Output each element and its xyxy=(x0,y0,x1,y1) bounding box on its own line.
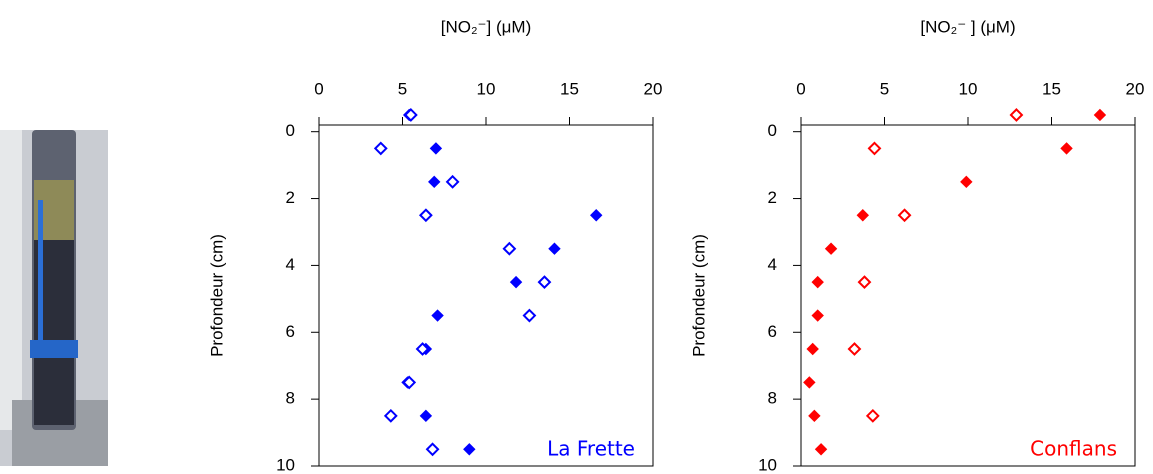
data-point xyxy=(811,309,824,322)
y-tick-label: 4 xyxy=(286,255,295,274)
data-point xyxy=(803,376,816,389)
x-tick-label: 20 xyxy=(644,79,663,98)
y-tick-label: 8 xyxy=(286,389,295,408)
y-tick-label: 0 xyxy=(768,121,777,140)
y-tick-label: 0 xyxy=(286,121,295,140)
plot-frame xyxy=(800,124,1136,467)
y-tick-label: 2 xyxy=(286,188,295,207)
y-axis-label: Profondeur (cm) xyxy=(207,234,226,357)
data-point xyxy=(425,442,440,457)
x-tick-label: 20 xyxy=(1126,79,1145,98)
data-point xyxy=(1093,108,1107,122)
data-point xyxy=(509,275,523,289)
x-tick-label: 5 xyxy=(398,79,407,98)
plot-frame xyxy=(318,124,654,467)
y-tick-label: 8 xyxy=(768,389,777,408)
chart-title: [NO₂⁻] (μM) xyxy=(441,17,532,36)
x-tick-label: 15 xyxy=(1042,79,1061,98)
data-point xyxy=(960,175,973,189)
data-point xyxy=(429,142,443,155)
x-tick-label: 10 xyxy=(959,79,978,98)
annotation: Conflans xyxy=(1030,437,1117,461)
data-point xyxy=(428,175,441,189)
y-tick-label: 4 xyxy=(768,255,777,274)
data-point xyxy=(1009,108,1024,122)
data-point xyxy=(806,342,819,356)
photo-wall xyxy=(0,130,22,430)
data-point xyxy=(814,443,828,456)
data-point xyxy=(847,342,862,356)
data-point xyxy=(867,141,882,156)
data-point xyxy=(403,108,418,122)
y-tick-label: 10 xyxy=(276,455,295,474)
data-point xyxy=(463,443,476,456)
annotation: La Frette xyxy=(547,437,635,461)
y-tick-label: 2 xyxy=(768,188,777,207)
data-point xyxy=(419,409,433,423)
data-point xyxy=(590,209,603,222)
data-point xyxy=(808,409,821,423)
x-tick-label: 10 xyxy=(477,79,496,98)
data-point xyxy=(445,174,460,189)
data-point xyxy=(415,342,430,356)
data-point xyxy=(865,408,880,423)
data-point xyxy=(431,309,444,322)
data-point xyxy=(1060,142,1073,155)
data-point xyxy=(811,275,824,289)
data-point xyxy=(548,242,561,255)
x-tick-label: 0 xyxy=(796,79,805,98)
data-point xyxy=(418,208,433,223)
data-point xyxy=(857,275,872,290)
data-point xyxy=(502,241,517,256)
photo-strap xyxy=(38,200,43,350)
core-photo xyxy=(0,130,108,466)
y-tick-label: 6 xyxy=(286,322,295,341)
y-tick-label: 10 xyxy=(758,455,777,474)
data-point xyxy=(522,308,537,323)
photo-clamp xyxy=(30,340,78,358)
data-point xyxy=(824,242,838,255)
y-tick-label: 6 xyxy=(768,322,777,341)
data-point xyxy=(373,141,388,156)
x-tick-label: 5 xyxy=(880,79,889,98)
data-point xyxy=(897,208,912,223)
chart-title: [NO₂⁻ ] (μM) xyxy=(920,17,1015,36)
x-tick-label: 0 xyxy=(314,79,323,98)
x-tick-label: 15 xyxy=(560,79,579,98)
data-point xyxy=(856,209,869,222)
data-point xyxy=(402,375,417,390)
data-point xyxy=(383,408,398,423)
data-point xyxy=(537,275,552,290)
y-axis-label: Profondeur (cm) xyxy=(689,234,708,357)
